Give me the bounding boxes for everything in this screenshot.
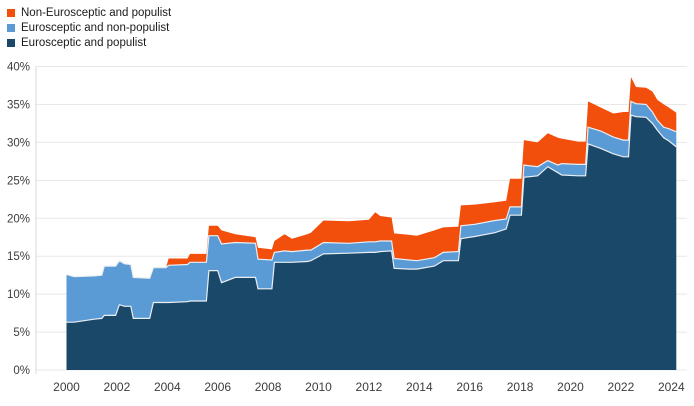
series-boundary-line [66,100,677,279]
x-tick-label-2020: 2020 [557,380,584,394]
area-eurosceptic-and-non-populist [66,101,677,323]
legend-swatch-lightblue-icon [7,23,15,32]
area-non-eurosceptic-and-populist [66,77,677,279]
x-tick-label-2004: 2004 [154,380,181,394]
x-tick-label-2002: 2002 [104,380,131,394]
legend-item-non-eurosceptic-populist: Non-Eurosceptic and populist [7,5,171,20]
x-tick-label-2018: 2018 [507,380,534,394]
x-tick-label-2022: 2022 [608,380,635,394]
x-tick-label-2012: 2012 [356,380,383,394]
legend-item-eurosceptic-populist: Eurosceptic and populist [7,35,171,50]
legend-label: Non-Eurosceptic and populist [21,6,172,19]
y-tick-label-0: 0% [13,365,30,377]
x-tick-label-2024: 2024 [658,380,685,394]
legend-label: Eurosceptic and populist [21,36,147,49]
y-tick-label-30: 30% [7,137,30,149]
legend-swatch-darkblue-icon [7,38,15,47]
y-tick-label-5: 5% [13,327,30,339]
x-tick-label-2014: 2014 [406,380,433,394]
y-tick-label-35: 35% [7,99,30,111]
series-boundary-line [66,114,677,323]
x-tick-label-2010: 2010 [305,380,332,394]
y-tick-label-40: 40% [7,62,30,74]
x-tick-label-2008: 2008 [255,380,282,394]
legend-swatch-orange-icon [7,8,15,17]
x-tick-label-2016: 2016 [456,380,483,394]
x-tick-label-2000: 2000 [53,380,80,394]
legend: Non-Eurosceptic and populist Eurosceptic… [7,5,171,50]
y-tick-label-10: 10% [7,289,30,301]
legend-label: Eurosceptic and non-populist [21,21,170,34]
y-tick-label-20: 20% [7,213,30,225]
y-tick-label-25: 25% [7,175,30,187]
y-tick-label-15: 15% [7,251,30,263]
legend-item-eurosceptic-non-populist: Eurosceptic and non-populist [7,20,171,35]
x-tick-label-2006: 2006 [204,380,231,394]
